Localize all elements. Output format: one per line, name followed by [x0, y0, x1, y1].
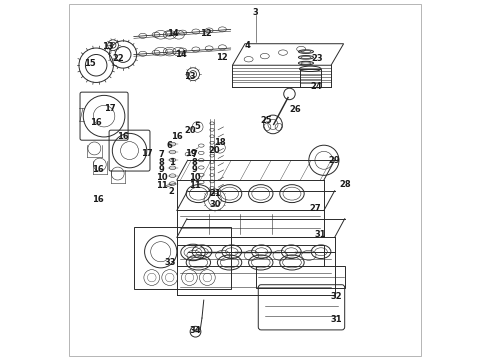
Text: 10: 10	[156, 173, 168, 182]
Bar	[134, 226, 231, 289]
Text: 32: 32	[331, 292, 342, 301]
Text: 26: 26	[289, 105, 301, 114]
Text: 1: 1	[169, 158, 174, 167]
Text: 8: 8	[192, 158, 197, 167]
Text: 20: 20	[209, 146, 221, 155]
Text: 25: 25	[261, 116, 272, 125]
Text: 28: 28	[340, 180, 351, 189]
Text: 31: 31	[315, 230, 326, 239]
Text: 12: 12	[216, 53, 227, 62]
Text: 14: 14	[168, 29, 179, 38]
Text: 23: 23	[311, 54, 322, 63]
Text: 19: 19	[185, 149, 197, 158]
Text: 5: 5	[195, 122, 200, 131]
Text: 4: 4	[245, 41, 251, 50]
Text: 11: 11	[156, 180, 168, 189]
Text: 16: 16	[117, 132, 129, 141]
Text: 16: 16	[90, 118, 101, 127]
Text: 33: 33	[165, 258, 176, 267]
Text: 29: 29	[329, 156, 341, 165]
Text: 24: 24	[311, 82, 322, 91]
Text: 3: 3	[253, 8, 259, 17]
Bar	[256, 266, 345, 288]
Text: 31: 31	[331, 315, 342, 324]
Text: 16: 16	[171, 132, 183, 141]
Text: 27: 27	[309, 204, 321, 213]
Text: 7: 7	[159, 150, 165, 159]
Text: 17: 17	[141, 149, 152, 158]
Text: 17: 17	[103, 104, 115, 113]
Text: 9: 9	[159, 166, 165, 175]
Text: 7: 7	[192, 150, 197, 159]
Text: 13: 13	[102, 42, 114, 51]
Text: 9: 9	[192, 166, 197, 175]
Text: 8: 8	[159, 158, 165, 167]
Text: 16: 16	[92, 195, 104, 204]
Bar	[299, 69, 321, 87]
Text: 2: 2	[169, 187, 174, 196]
Text: 30: 30	[209, 200, 220, 209]
Text: 15: 15	[84, 59, 96, 68]
Text: 13: 13	[184, 72, 195, 81]
Text: 22: 22	[113, 54, 124, 63]
Text: 18: 18	[214, 138, 226, 147]
Text: 16: 16	[92, 165, 104, 174]
Bar	[177, 244, 324, 266]
Text: 6: 6	[167, 141, 172, 150]
Text: 11: 11	[189, 180, 201, 189]
Text: 20: 20	[185, 126, 196, 135]
Text: 21: 21	[209, 189, 221, 198]
Text: 10: 10	[189, 173, 200, 182]
Text: 34: 34	[190, 326, 201, 335]
Text: 12: 12	[200, 29, 211, 38]
Text: 14: 14	[174, 50, 186, 59]
